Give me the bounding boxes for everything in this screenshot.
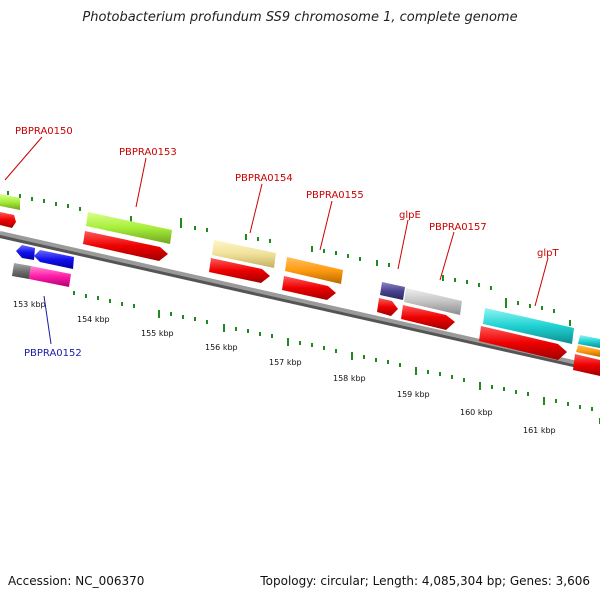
- scale-label: 161 kbp: [523, 426, 556, 435]
- gene-feature: [209, 258, 270, 283]
- gene-feature: [404, 288, 462, 315]
- scale-label: 153 kbp: [13, 300, 46, 309]
- scale-label: 158 kbp: [333, 374, 366, 383]
- gene-feature: [285, 257, 343, 284]
- scale-label: 159 kbp: [397, 390, 430, 399]
- gene-feature: [16, 245, 35, 260]
- gene-feature: [0, 212, 16, 228]
- gene-feature: [282, 276, 336, 300]
- gene-label: PBPRA0152: [24, 348, 82, 359]
- map-title: Photobacterium profundum SS9 chromosome …: [82, 10, 518, 25]
- scale-label: 154 kbp: [77, 315, 110, 324]
- gene-feature: [86, 212, 172, 244]
- gene-label: glpE: [399, 210, 421, 221]
- gene-feature: [578, 335, 600, 348]
- gene-feature: [34, 250, 74, 269]
- upper-tick-row: [7, 191, 571, 326]
- gene-label: glpT: [537, 248, 559, 259]
- gene-label: PBPRA0150: [15, 126, 73, 137]
- scale-label: 155 kbp: [141, 329, 174, 338]
- lower-tick-row: [73, 291, 600, 424]
- gene-feature: [576, 345, 600, 357]
- gene-feature: [0, 194, 20, 210]
- gene-feature: [12, 263, 31, 279]
- accession-text: Accession: NC_006370: [8, 574, 145, 588]
- gene-feature: [212, 240, 276, 268]
- genome-stats-text: Topology: circular; Length: 4,085,304 bp…: [260, 574, 590, 588]
- gene-feature: [573, 354, 600, 376]
- gene-feature: [483, 308, 574, 344]
- scale-label: 160 kbp: [460, 408, 493, 417]
- gene-feature: [401, 305, 455, 330]
- scale-label: 157 kbp: [269, 358, 302, 367]
- gene-label: PBPRA0157: [429, 222, 487, 233]
- leader-lines: [4, 136, 549, 345]
- gene-label: PBPRA0153: [119, 147, 177, 158]
- gene-label: PBPRA0154: [235, 173, 293, 184]
- gene-feature: [380, 282, 405, 300]
- gene-feature: [479, 326, 567, 360]
- gene-feature: [83, 231, 168, 261]
- scale-label: 156 kbp: [205, 343, 238, 352]
- gene-label: PBPRA0155: [306, 190, 364, 201]
- gene-feature: [29, 266, 71, 287]
- gene-feature: [377, 298, 398, 316]
